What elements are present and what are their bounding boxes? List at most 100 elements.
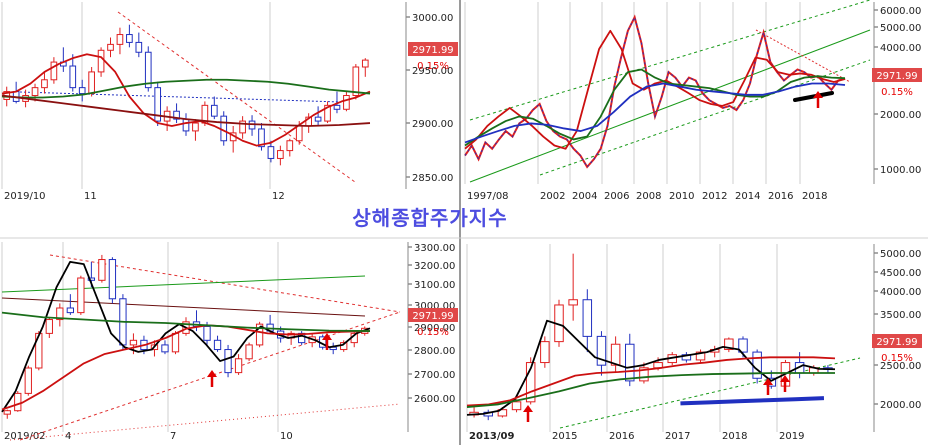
daily-moving-average xyxy=(1,53,371,147)
monthly-y-tick-label: 2000.00 xyxy=(880,400,921,411)
long_term-x-tick-label: 2018 xyxy=(802,191,827,202)
longterm-channel-upper xyxy=(469,0,871,121)
daily-candle-body xyxy=(286,140,294,152)
weekly-candle-body xyxy=(203,325,211,341)
daily-candle-body xyxy=(107,43,114,51)
daily-candle-body xyxy=(41,79,48,89)
long_term-moving-average xyxy=(464,82,846,144)
daily-moving-average xyxy=(1,78,371,99)
monthly-candle-body xyxy=(625,343,635,382)
daily-candle-body xyxy=(97,49,105,73)
monthly-y-tick-label: 4000.00 xyxy=(880,287,921,298)
daily-candle-body xyxy=(277,150,284,159)
weekly-y-tick-label: 2700.00 xyxy=(414,370,455,381)
weekly-x-tick-label: 4 xyxy=(65,431,71,442)
weekly-candle-body xyxy=(14,392,22,412)
weekly-y-tick-label: 3300.00 xyxy=(414,243,455,254)
daily-y-tick-label: 3000.00 xyxy=(412,13,453,24)
daily-candle-body xyxy=(182,118,190,132)
weekly-y-tick-label: 3000.00 xyxy=(414,301,455,312)
monthly-moving-average xyxy=(466,372,835,408)
monthly-change-text: 0.15% xyxy=(881,353,913,364)
longterm-support-marker xyxy=(793,91,834,102)
long_term-y-tick-label: 5000.00 xyxy=(880,23,921,34)
monthly-y-tick-label: 5000.00 xyxy=(880,249,921,260)
monthly-chart: 2013/09 2015 2016 2017 2018 2019 5000.00 4500.0… xyxy=(466,244,922,442)
monthly-x-tick-label: 2018 xyxy=(722,431,747,442)
daily-candle-body xyxy=(314,116,322,122)
longterm-arrow xyxy=(813,91,823,108)
long_term-x-tick-label: 2004 xyxy=(572,191,597,202)
daily-candle-body xyxy=(88,71,95,95)
weekly-moving-average xyxy=(1,324,371,411)
daily-price-tag-text: 2971.99 xyxy=(412,45,453,56)
daily-price-tag xyxy=(408,42,458,56)
daily-candle-body xyxy=(295,125,303,142)
weekly-price-tag xyxy=(408,308,458,322)
daily-candle-body xyxy=(239,120,246,134)
weekly-moving-average xyxy=(1,260,371,413)
long_term-x-tick-label: 1997/08 xyxy=(467,191,509,202)
monthly-candle-body xyxy=(525,362,536,403)
long_term-y-tick-label: 6000.00 xyxy=(880,6,921,17)
daily-change-text: 0.15% xyxy=(417,61,449,72)
monthly-price-tag-text: 2971.99 xyxy=(876,337,917,348)
weekly-candle-body xyxy=(87,277,96,281)
daily-y-tick-label: 2950.00 xyxy=(412,66,453,77)
long_term-moving-average xyxy=(464,68,846,147)
long_term-chart: 1997/08 2002 2004 2006 2008 2010 2012 2014 2016 2… xyxy=(464,0,922,202)
daily-x-tick-label: 11 xyxy=(84,191,97,202)
monthly-y-tick-label: 4500.00 xyxy=(880,268,921,279)
long_term-price-tag xyxy=(872,68,922,82)
weekly-candle-body xyxy=(66,307,74,314)
weekly-candle-body xyxy=(45,319,53,334)
monthly-candle-body xyxy=(568,299,578,306)
monthly-candle-body xyxy=(738,338,748,353)
daily-moving-average xyxy=(1,94,371,127)
long_term-x-tick-label: 2010 xyxy=(669,191,694,202)
page-title: 상해종합주가지수 xyxy=(352,206,507,230)
daily-candle-body xyxy=(69,65,77,89)
daily-candle-body xyxy=(31,87,39,97)
weekly-channel-upper xyxy=(1,275,366,293)
monthly-candle-body xyxy=(596,335,607,366)
daily-candle-body xyxy=(135,41,143,53)
monthly-x-tick-label: 2016 xyxy=(609,431,634,442)
long_term-x-tick-label: 2006 xyxy=(604,191,629,202)
monthly-candle-body xyxy=(610,343,621,366)
weekly-candle-body xyxy=(171,332,180,353)
daily-x-tick-label: 12 xyxy=(272,191,285,202)
longterm-channel-lower xyxy=(539,59,871,176)
daily-plot-area xyxy=(0,0,408,190)
monthly-candle-body xyxy=(695,351,706,361)
weekly-candle-body xyxy=(224,349,232,374)
long_term-moving-average xyxy=(464,29,846,150)
daily-baseline-dashed xyxy=(19,91,341,103)
weekly-candle-body xyxy=(56,307,64,321)
weekly-arrow-2-head xyxy=(322,333,332,340)
long_term-y-tick-label: 2000.00 xyxy=(880,110,921,121)
daily-candle-body xyxy=(324,104,331,122)
long_term-price-tag-text: 2971.99 xyxy=(876,71,917,82)
monthly-x-tick-label: 2019 xyxy=(779,431,804,442)
weekly-candle-body xyxy=(108,259,117,300)
daily-candle-body xyxy=(173,110,180,120)
daily-candle-body xyxy=(220,115,228,142)
long_term-x-tick-label: 2002 xyxy=(540,191,565,202)
long_term-y-tick-label: 1000.00 xyxy=(880,165,921,176)
monthly-moving-average xyxy=(466,356,836,407)
weekly-triangle-upper xyxy=(49,254,401,313)
weekly-candle-body xyxy=(77,277,85,314)
monthly-arrow-3 xyxy=(780,375,790,392)
weekly-x-tick-label: 10 xyxy=(280,431,293,442)
long_term-y-tick-label: 4000.00 xyxy=(880,43,921,54)
monthly-x-tick-label: 2017 xyxy=(665,431,690,442)
long_term-change-text: 0.15% xyxy=(881,87,913,98)
weekly-chart: 2019/02 4 7 103300.003200.003100.003000.002… xyxy=(1,242,458,442)
monthly-moving-average xyxy=(680,396,825,406)
longterm-channel-mid xyxy=(469,29,871,183)
weekly-candle-body xyxy=(129,339,138,346)
daily-candle-body xyxy=(126,34,133,43)
monthly-moving-average xyxy=(466,319,836,416)
